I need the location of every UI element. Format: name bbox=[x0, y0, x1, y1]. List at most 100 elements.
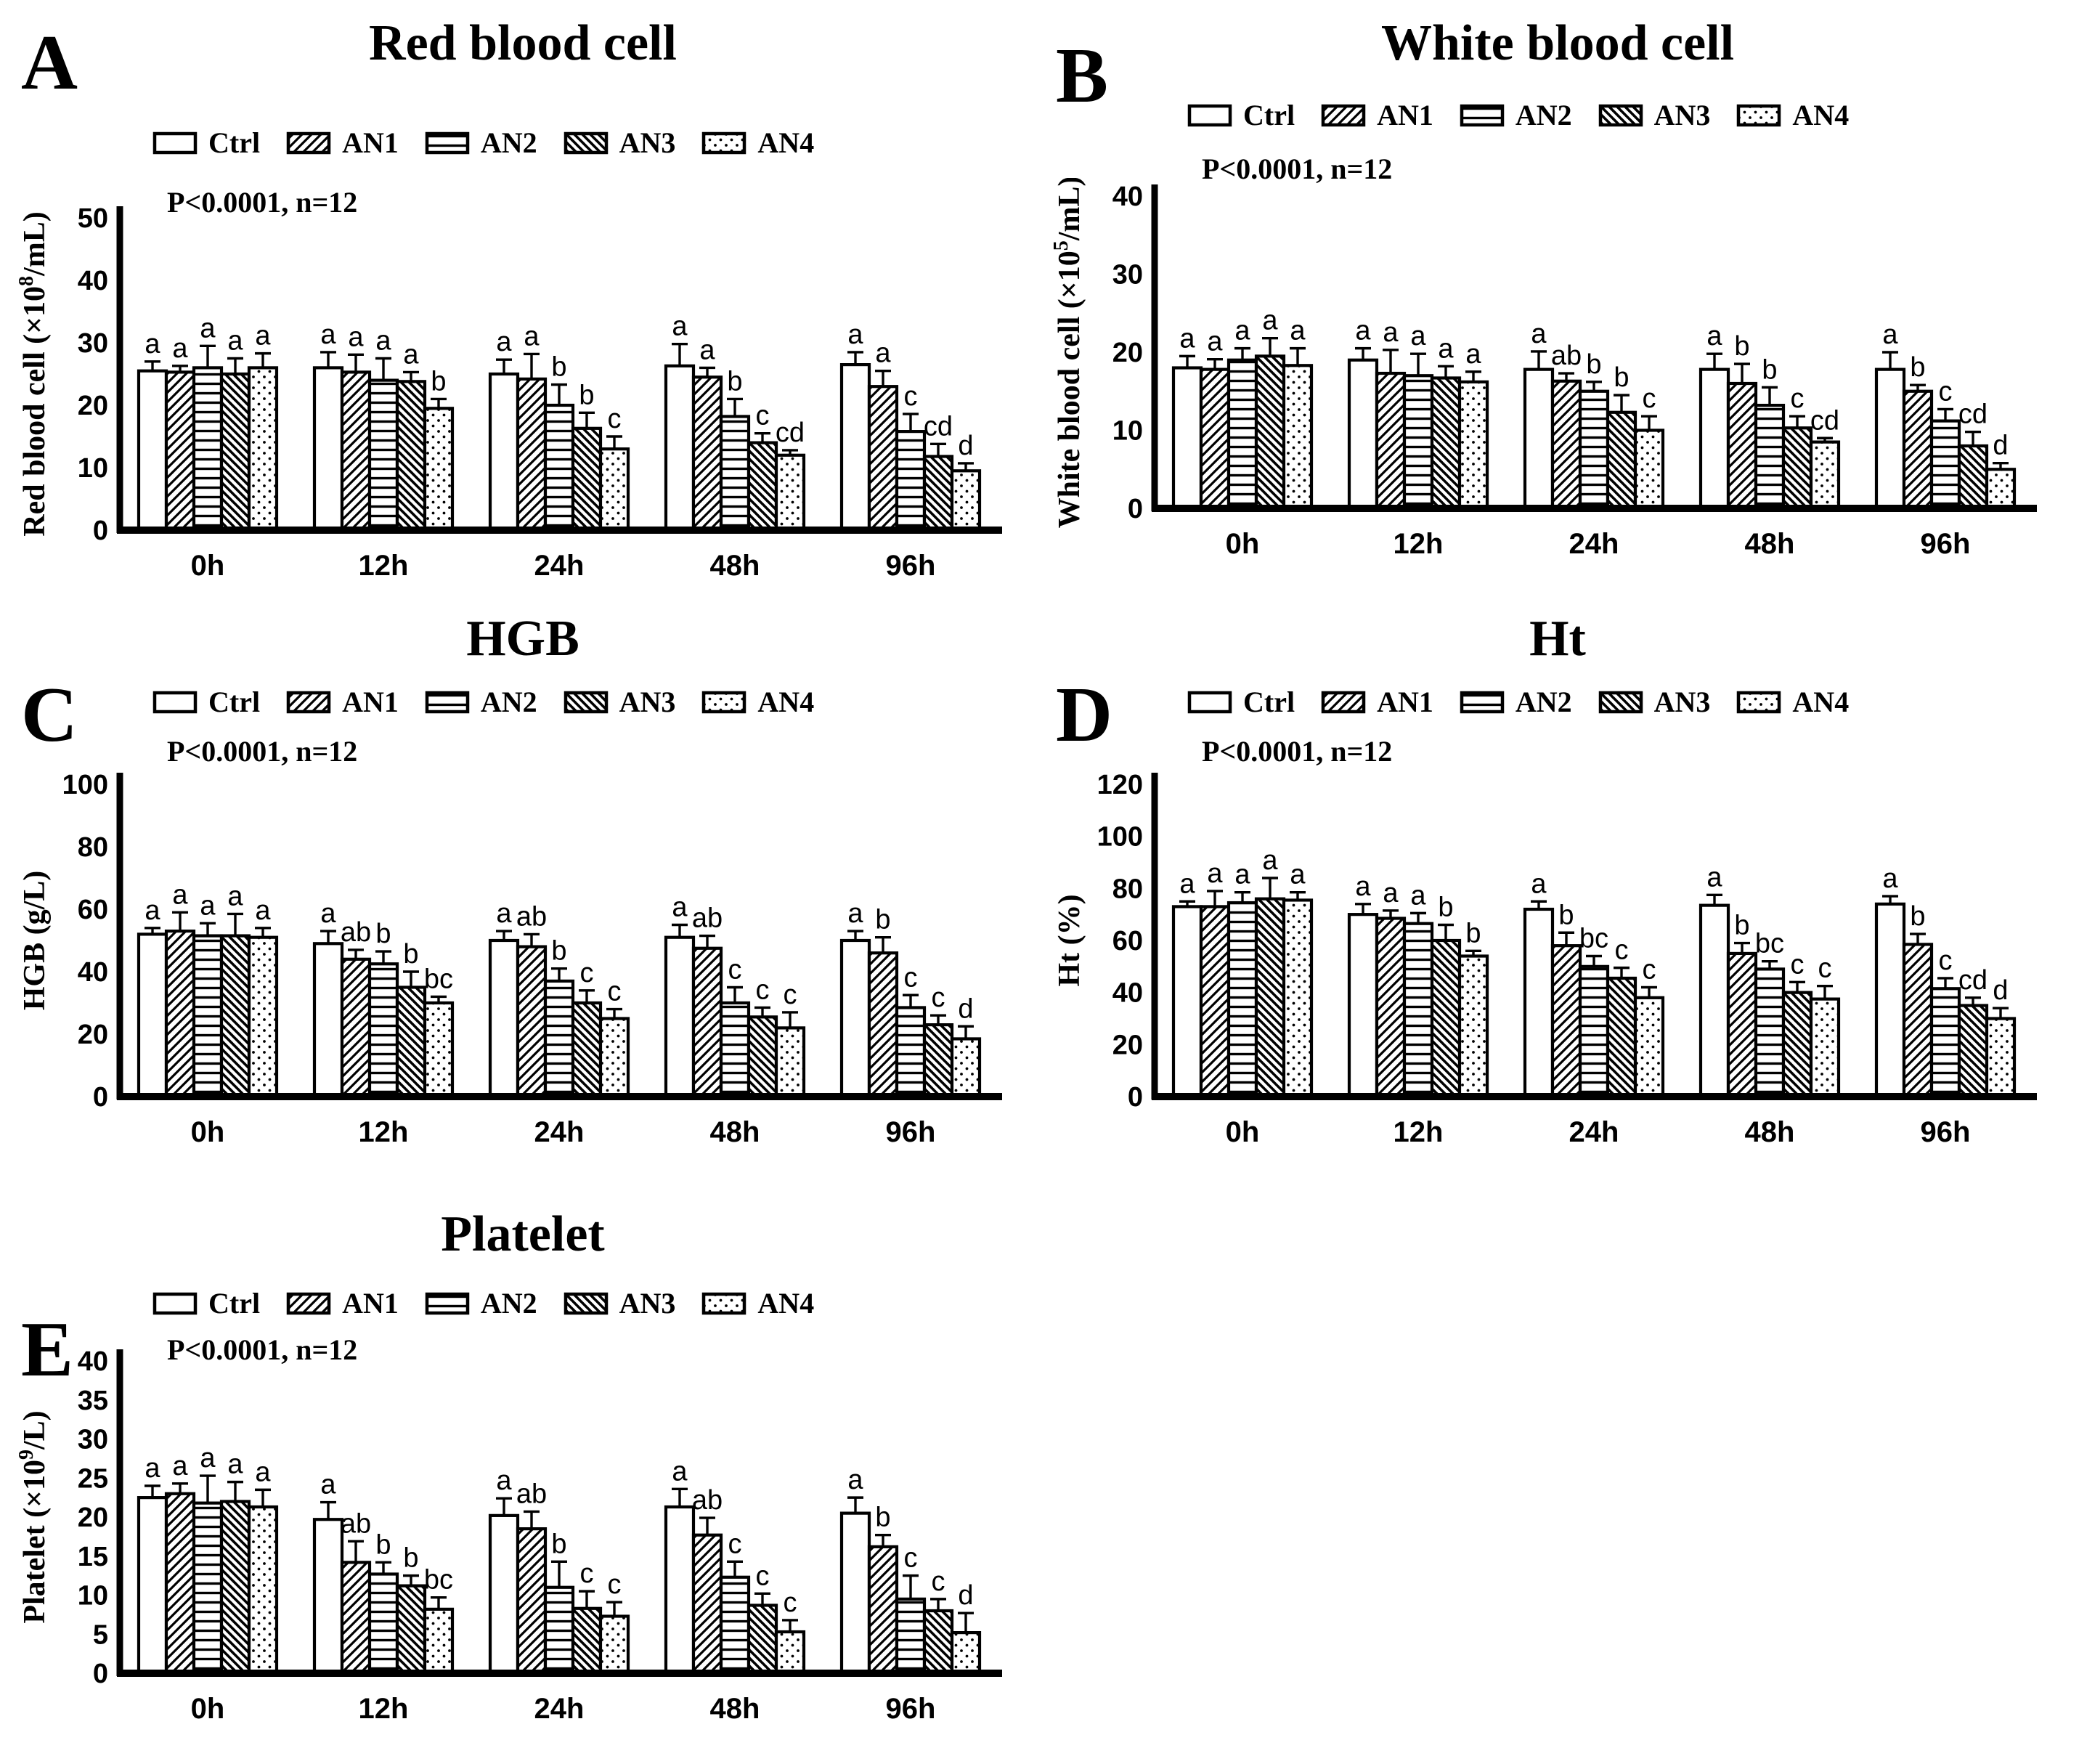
legend-label: AN4 bbox=[757, 686, 815, 718]
significance-label: a bbox=[145, 895, 160, 926]
bar-an3 bbox=[1781, 426, 1813, 511]
bar-ctrl bbox=[137, 369, 168, 532]
y-axis-label-superscript: 8 bbox=[15, 276, 38, 286]
bar-ctrl bbox=[839, 1511, 871, 1675]
legend-item: AN3 bbox=[1598, 98, 1710, 132]
significance-label: d bbox=[958, 431, 973, 461]
significance-label: c bbox=[1643, 955, 1656, 985]
bar-ctrl bbox=[839, 938, 871, 1099]
significance-label: cd bbox=[924, 411, 953, 442]
horizontal-lines-swatch-icon bbox=[425, 691, 470, 713]
bar-an3 bbox=[219, 934, 251, 1099]
bar-an1 bbox=[691, 375, 723, 532]
bar-ctrl bbox=[488, 938, 520, 1099]
bar-an4 bbox=[1457, 954, 1489, 1099]
bar-an2 bbox=[1226, 901, 1258, 1099]
significance-label: a bbox=[172, 1451, 188, 1481]
panel-letter: B bbox=[1056, 33, 1109, 119]
bar-an2 bbox=[367, 962, 399, 1099]
y-axis-label-prefix: HGB (g/L) bbox=[18, 871, 52, 1011]
legend-item: AN4 bbox=[1736, 685, 1849, 719]
bar-an2 bbox=[895, 1006, 927, 1099]
significance-label: a bbox=[320, 320, 336, 350]
legend-swatch-icon bbox=[425, 131, 470, 154]
significance-label: cd bbox=[776, 418, 805, 448]
significance-label: b bbox=[1734, 331, 1749, 362]
bar-ctrl bbox=[1874, 367, 1906, 511]
legend-swatch-icon bbox=[1187, 691, 1232, 713]
diagonal-down-hatch-swatch-icon bbox=[1598, 691, 1643, 713]
significance-label: c bbox=[1615, 935, 1629, 966]
legend-label: Ctrl bbox=[208, 1287, 261, 1320]
significance-label: c bbox=[784, 1588, 797, 1618]
bar-an3 bbox=[1254, 897, 1286, 1099]
significance-label: a bbox=[1383, 878, 1399, 909]
legend-swatch-icon bbox=[702, 131, 746, 154]
bar-an1 bbox=[164, 930, 196, 1099]
bar-an1 bbox=[1902, 943, 1934, 1099]
bar-an3 bbox=[1606, 410, 1637, 511]
bar-an4 bbox=[1985, 1017, 2017, 1099]
y-tick-label: 60 bbox=[78, 895, 108, 925]
x-tick-label: 48h bbox=[1745, 528, 1795, 560]
legend-item: AN4 bbox=[701, 1286, 814, 1320]
y-tick-label: 20 bbox=[78, 391, 108, 421]
significance-label: a bbox=[1882, 320, 1898, 350]
significance-label: c bbox=[608, 1569, 622, 1600]
bar-an4 bbox=[1633, 428, 1665, 511]
bar-an4 bbox=[598, 1017, 630, 1099]
legend-swatch-icon bbox=[1460, 691, 1505, 713]
significance-label: c bbox=[784, 980, 797, 1010]
x-tick-label: 24h bbox=[534, 550, 585, 582]
bar-an3 bbox=[219, 372, 251, 532]
bar-an2 bbox=[1754, 404, 1786, 511]
x-tick-label: 0h bbox=[191, 1116, 225, 1148]
legend-item: Ctrl bbox=[152, 685, 260, 719]
y-axis-label-prefix: Ht (%) bbox=[1053, 894, 1086, 986]
significance-label: b bbox=[551, 1529, 566, 1559]
chart-panel: B White blood cell Ctrl AN1 AN2 AN3 AN4 P<0.… bbox=[1046, 17, 2070, 609]
y-tick-label: 20 bbox=[78, 1503, 108, 1533]
x-tick-label: 48h bbox=[710, 1116, 760, 1148]
significance-label: d bbox=[958, 1580, 973, 1611]
bar-an1 bbox=[1199, 367, 1231, 511]
legend-swatch-icon bbox=[564, 1292, 608, 1314]
x-tick-label: 0h bbox=[1226, 1116, 1260, 1148]
legend-label: AN1 bbox=[342, 126, 399, 159]
y-tick-label: 100 bbox=[62, 770, 108, 800]
x-tick-label: 24h bbox=[1569, 528, 1619, 560]
y-axis-label-suffix: /L) bbox=[18, 1410, 52, 1450]
y-axis-label-superscript: 9 bbox=[15, 1450, 38, 1460]
x-tick-label: 24h bbox=[534, 1116, 585, 1148]
y-tick-label: 120 bbox=[1097, 770, 1143, 800]
bar-an2 bbox=[1929, 987, 1961, 1099]
bar-an4 bbox=[247, 1505, 279, 1675]
bar-an2 bbox=[1226, 358, 1258, 511]
bar-an3 bbox=[746, 1604, 778, 1675]
diagonal-up-hatch-swatch-icon bbox=[286, 131, 331, 154]
x-tick-label: 96h bbox=[886, 550, 936, 582]
bar-an3 bbox=[1254, 354, 1286, 511]
legend-label: AN1 bbox=[342, 1287, 399, 1320]
significance-label: c bbox=[608, 977, 622, 1007]
y-axis-label: HGB (g/L) bbox=[18, 871, 52, 1011]
bar-ctrl bbox=[1523, 907, 1555, 1099]
dots-swatch-icon bbox=[702, 691, 746, 713]
bar-an2 bbox=[719, 1001, 751, 1099]
bar-an3 bbox=[1957, 444, 1989, 511]
horizontal-lines-swatch-icon bbox=[425, 131, 470, 154]
y-tick-label: 0 bbox=[93, 1659, 108, 1689]
bar-an2 bbox=[719, 1575, 751, 1675]
significance-label: b bbox=[1438, 893, 1453, 923]
significance-label: a bbox=[145, 329, 160, 359]
bar-ctrl bbox=[312, 366, 344, 532]
significance-label: a bbox=[1882, 863, 1898, 894]
significance-label: a bbox=[1179, 869, 1195, 899]
significance-label: a bbox=[1531, 869, 1547, 899]
bar-ctrl bbox=[839, 363, 871, 532]
y-tick-label: 20 bbox=[1112, 338, 1143, 368]
y-tick-label: 0 bbox=[1128, 1082, 1143, 1113]
x-tick-label: 24h bbox=[534, 1693, 585, 1725]
bar-ctrl bbox=[137, 1496, 168, 1675]
